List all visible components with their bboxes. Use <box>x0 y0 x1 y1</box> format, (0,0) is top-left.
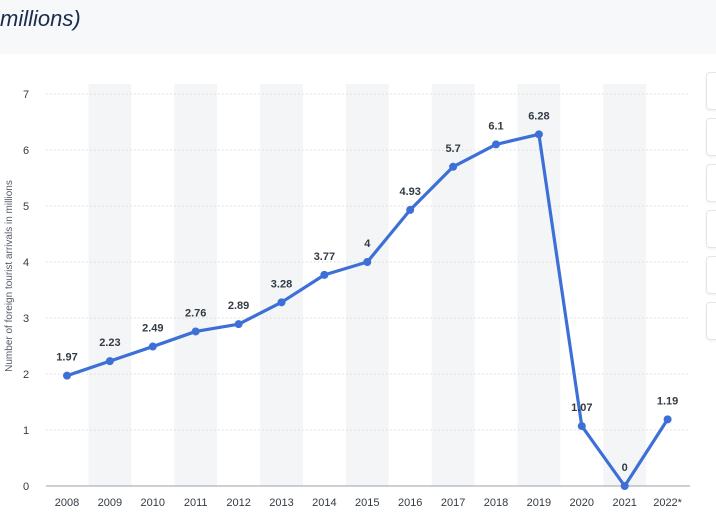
x-tick-label: 2021 <box>612 497 636 509</box>
data-label: 1.19 <box>657 395 678 407</box>
x-axis-ticks: 2008 2009 2010 2011 2012 2013 2014 2015 2016 2017… <box>55 497 683 509</box>
y-tick-label: 5 <box>23 201 29 213</box>
x-tick-label: 2016 <box>398 497 422 509</box>
data-label: 2.49 <box>142 323 163 335</box>
data-label: 4.93 <box>399 186 420 198</box>
data-label: 1.07 <box>571 402 592 414</box>
data-point <box>449 162 458 171</box>
column-stripe <box>603 84 647 486</box>
column-stripe <box>88 84 132 486</box>
y-axis-ticks: 0 1 2 3 4 5 6 7 <box>23 89 29 493</box>
settings-button[interactable] <box>706 164 716 202</box>
x-tick-label: 2014 <box>312 497 336 509</box>
y-tick-label: 0 <box>23 481 29 493</box>
chart-title-fragment: millions) <box>0 6 81 31</box>
column-stripe <box>345 84 389 486</box>
column-stripes <box>88 84 647 486</box>
y-tick-label: 2 <box>23 369 29 381</box>
line-chart: 0 1 2 3 4 5 6 7 2008 2009 2010 2011 2012 2013 2014 201… <box>4 84 690 509</box>
x-tick-label: 2022* <box>653 497 682 509</box>
gridlines <box>46 93 690 487</box>
y-tick-label: 7 <box>23 89 29 101</box>
data-point <box>148 342 157 351</box>
column-stripe <box>174 84 218 486</box>
print-button[interactable] <box>706 302 716 340</box>
data-labels: 1.97 2.23 2.49 2.76 2.89 3.28 3.77 4 4.93 5.7 6.1 6… <box>56 110 678 474</box>
data-point <box>534 130 543 139</box>
share-button[interactable] <box>706 256 716 294</box>
data-label: 2.23 <box>99 337 120 349</box>
y-tick-label: 3 <box>23 313 29 325</box>
x-tick-label: 2011 <box>184 497 208 509</box>
data-label: 3.28 <box>271 278 292 290</box>
data-label: 4 <box>364 238 371 250</box>
x-tick-label: 2009 <box>98 497 122 509</box>
data-label: 6.1 <box>488 120 503 132</box>
column-stripe <box>517 84 561 486</box>
series-layer <box>63 130 672 490</box>
data-point <box>363 258 372 266</box>
data-label: 6.28 <box>528 110 549 122</box>
data-point <box>663 415 672 424</box>
fullscreen-button[interactable] <box>706 210 716 248</box>
data-label: 1.97 <box>56 352 77 364</box>
favorite-button[interactable] <box>706 72 716 110</box>
chart-toolbar <box>702 54 716 514</box>
data-label: 3.77 <box>314 251 335 263</box>
data-point <box>620 482 629 490</box>
data-point <box>191 327 200 336</box>
data-point <box>320 270 329 279</box>
notification-button[interactable] <box>706 118 716 156</box>
data-label: 2.89 <box>228 300 249 312</box>
x-tick-label: 2017 <box>441 497 465 509</box>
x-tick-label: 2019 <box>527 497 551 509</box>
x-tick-label: 2008 <box>55 497 79 509</box>
title-strip: millions) <box>0 0 716 52</box>
data-point <box>105 357 114 366</box>
data-point <box>277 298 286 307</box>
x-tick-label: 2018 <box>484 497 508 509</box>
column-stripe <box>431 84 475 486</box>
data-point <box>234 320 243 329</box>
data-point <box>63 371 71 380</box>
data-label: 5.7 <box>445 143 460 155</box>
y-axis-label: Number of foreign tourist arrivals in mi… <box>4 180 15 372</box>
y-tick-label: 6 <box>23 145 29 157</box>
y-tick-label: 4 <box>23 257 29 269</box>
x-tick-label: 2015 <box>355 497 379 509</box>
chart-card: 0 1 2 3 4 5 6 7 2008 2009 2010 2011 2012 2013 2014 201… <box>0 54 702 514</box>
data-point <box>492 140 500 149</box>
data-label: 2.76 <box>185 307 206 319</box>
x-tick-label: 2013 <box>269 497 293 509</box>
x-tick-label: 2012 <box>226 497 250 509</box>
data-label: 0 <box>622 462 628 474</box>
column-stripe <box>260 84 303 486</box>
data-point <box>577 422 586 431</box>
x-tick-label: 2020 <box>570 497 594 509</box>
data-point <box>406 205 415 214</box>
y-tick-label: 1 <box>23 425 29 437</box>
x-tick-label: 2010 <box>141 497 165 509</box>
